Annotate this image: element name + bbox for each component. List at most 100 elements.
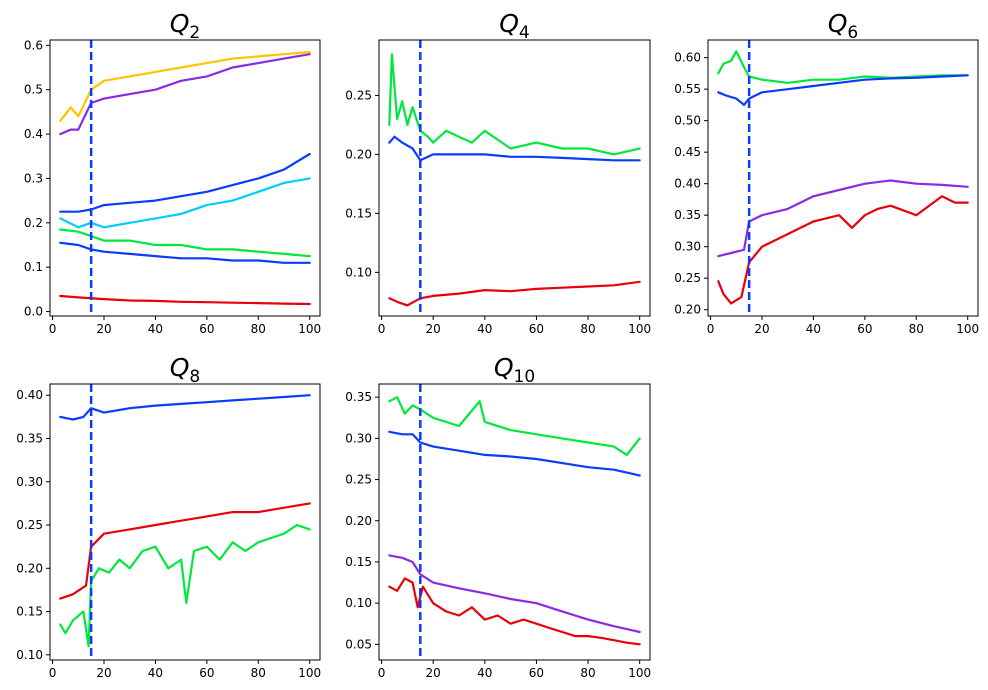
x-tick-label: 0	[49, 666, 57, 680]
y-tick-label: 0.20	[345, 147, 372, 161]
series-line-red-4	[388, 577, 641, 646]
y-tick-label: 0.35	[345, 390, 372, 404]
series-group	[388, 53, 641, 307]
x-tick-label: 80	[251, 322, 266, 336]
x-tick-label: 60	[857, 322, 872, 336]
series-group	[388, 396, 641, 646]
series-line-purple-2	[59, 53, 311, 136]
series-group	[717, 50, 969, 305]
series-line-red-3	[388, 280, 641, 307]
x-tick-label: 100	[298, 666, 321, 680]
subplot-title-subscript: 8	[189, 367, 200, 387]
y-tick-label: 0.6	[24, 38, 43, 52]
axes-frame	[49, 383, 321, 661]
y-tick-label: 0.40	[674, 177, 701, 191]
y-tick-label: 0.5	[24, 83, 43, 97]
y-tick-label: 0.4	[24, 127, 43, 141]
series-group	[59, 50, 311, 306]
subplot-title: Q8	[170, 353, 201, 387]
y-tick-label: 0.30	[16, 475, 43, 489]
y-tick-label: 0.30	[674, 240, 701, 254]
y-tick-label: 0.20	[674, 303, 701, 317]
series-line-green-1	[388, 53, 641, 156]
axes-frame	[378, 383, 651, 661]
subplot-3: 0 20 40 60 80 100 0.20 0.25 0.30 0.35 0.40 0.45 0.50…	[674, 9, 979, 336]
x-tick-label: 80	[580, 666, 595, 680]
x-tick-label: 40	[148, 666, 163, 680]
y-tick-label: 0.0	[24, 305, 43, 319]
subplot-title: Q6	[828, 9, 859, 43]
y-tick-label: 0.10	[345, 596, 372, 610]
x-tick-label: 60	[199, 666, 214, 680]
y-tick-label: 0.10	[16, 648, 43, 662]
y-tick-label: 0.15	[345, 555, 372, 569]
x-tick-label: 60	[529, 322, 544, 336]
x-tick-label: 40	[148, 322, 163, 336]
series-line-yellow-1	[59, 50, 311, 122]
subplot-title-main: Q	[170, 353, 190, 382]
x-tick-label: 20	[96, 666, 111, 680]
x-tick-label: 80	[909, 322, 924, 336]
subplot-title: Q2	[170, 9, 201, 43]
subplot-2: 0 20 40 60 80 100 0.10 0.15 0.20 0.25 Q4	[345, 9, 651, 336]
x-tick-label: 60	[199, 322, 214, 336]
subplot-title-subscript: 4	[519, 23, 530, 43]
y-tick-label: 0.05	[345, 637, 372, 651]
y-tick-label: 0.45	[674, 145, 701, 159]
series-line-green-1	[388, 396, 641, 456]
subplot-title-main: Q	[499, 9, 519, 38]
y-tick-label: 0.2	[24, 216, 43, 230]
y-tick-label: 0.25	[345, 473, 372, 487]
axes-frame	[378, 39, 651, 317]
series-line-purple-3	[388, 554, 641, 634]
x-tick-label: 80	[251, 666, 266, 680]
y-tick-label: 0.55	[674, 82, 701, 96]
y-tick-label: 0.1	[24, 260, 43, 274]
y-tick-label: 0.10	[345, 265, 372, 279]
y-tick-label: 0.35	[16, 432, 43, 446]
x-tick-label: 20	[426, 322, 441, 336]
subplot-title: Q10	[494, 353, 535, 387]
y-tick-label: 0.15	[16, 605, 43, 619]
y-tick-label: 0.50	[674, 114, 701, 128]
y-tick-label: 0.20	[16, 561, 43, 575]
x-tick-label: 100	[298, 322, 321, 336]
y-tick-label: 0.25	[345, 88, 372, 102]
series-line-red-7	[59, 294, 311, 306]
subplot-title-main: Q	[170, 9, 190, 38]
y-tick-label: 0.3	[24, 171, 43, 185]
x-tick-label: 0	[49, 322, 57, 336]
x-tick-label: 60	[529, 666, 544, 680]
series-line-green-5	[59, 228, 311, 258]
subplot-title: Q4	[499, 9, 530, 43]
subplot-title-subscript: 10	[514, 367, 536, 387]
y-tick-label: 0.20	[345, 514, 372, 528]
y-tick-label: 0.15	[345, 206, 372, 220]
subplot-title-subscript: 2	[189, 23, 200, 43]
series-line-red-2	[59, 502, 311, 600]
series-line-blue-6	[59, 241, 311, 264]
x-tick-label: 0	[378, 322, 386, 336]
x-tick-label: 40	[477, 322, 492, 336]
y-tick-label: 0.25	[674, 271, 701, 285]
series-line-green-3	[59, 523, 311, 648]
x-tick-label: 20	[426, 666, 441, 680]
x-tick-label: 100	[956, 322, 979, 336]
series-line-red-4	[717, 195, 969, 305]
series-line-blue-2	[388, 430, 641, 477]
y-tick-label: 0.25	[16, 518, 43, 532]
subplot-title-main: Q	[494, 353, 514, 382]
series-line-purple-3	[717, 179, 969, 258]
y-tick-label: 0.40	[16, 388, 43, 402]
y-tick-label: 0.30	[345, 431, 372, 445]
series-line-blue-2	[717, 74, 969, 106]
subplot-title-main: Q	[828, 9, 848, 38]
x-tick-label: 100	[628, 666, 651, 680]
axes-frame	[707, 39, 979, 317]
x-tick-label: 40	[806, 322, 821, 336]
series-group	[59, 394, 311, 648]
series-line-blue-3	[59, 152, 311, 213]
x-tick-label: 20	[96, 322, 111, 336]
x-tick-label: 20	[754, 322, 769, 336]
